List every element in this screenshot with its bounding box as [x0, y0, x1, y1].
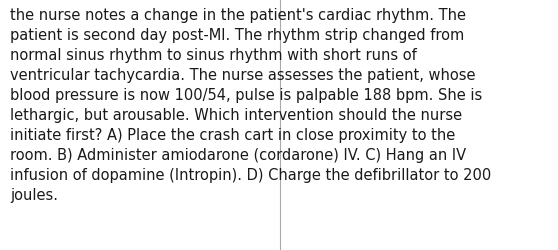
Text: the nurse notes a change in the patient's cardiac rhythm. The
patient is second : the nurse notes a change in the patient'…: [10, 8, 491, 202]
